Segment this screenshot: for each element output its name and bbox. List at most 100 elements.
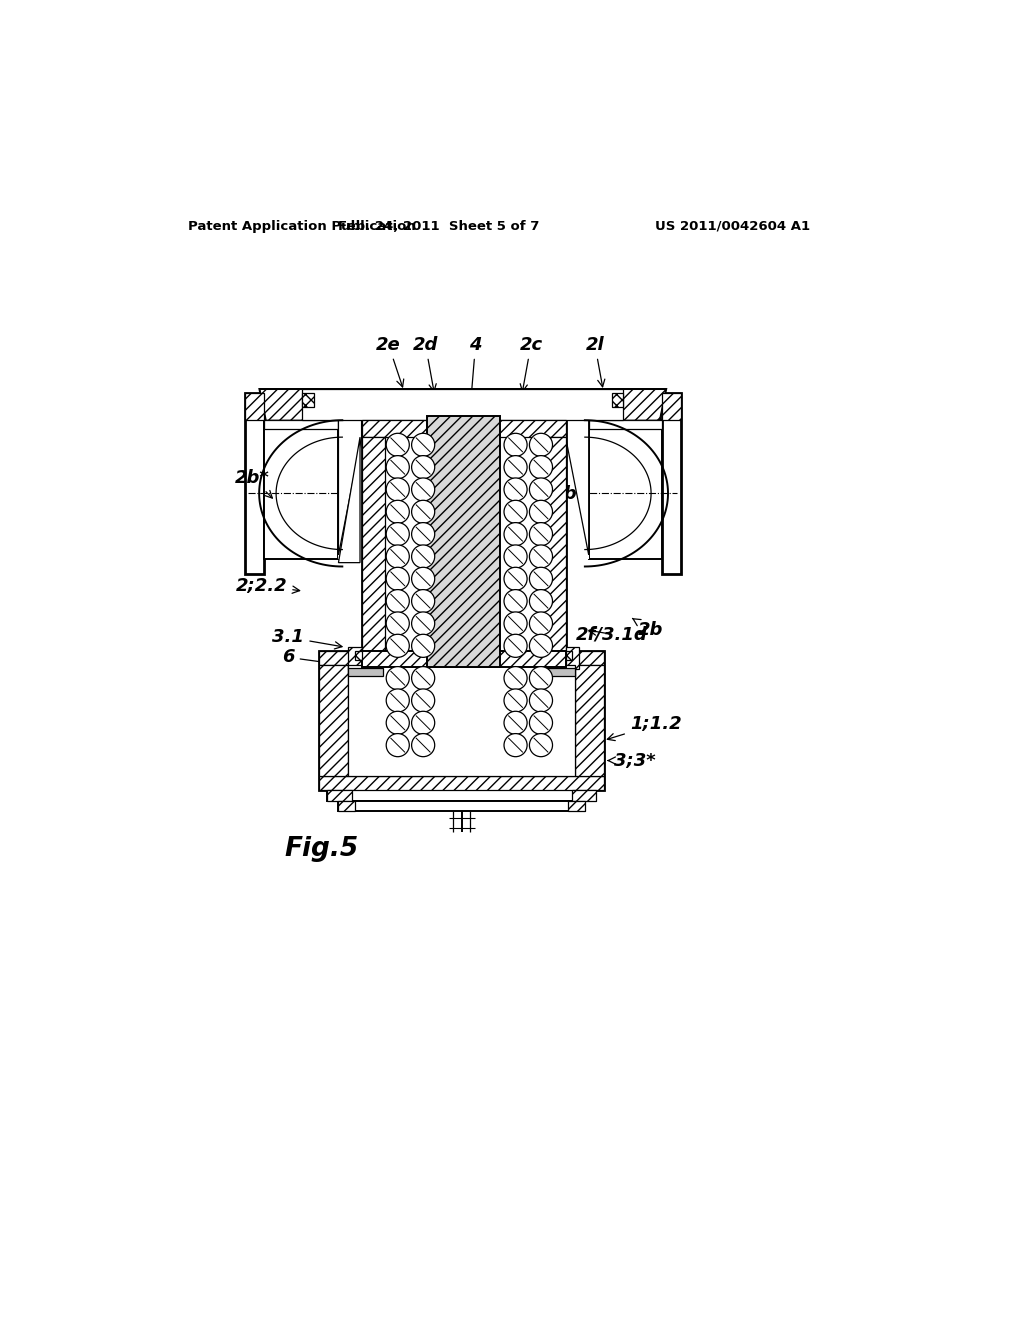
Bar: [339, 429, 589, 558]
Circle shape: [386, 523, 410, 545]
Bar: [574, 665, 604, 776]
Circle shape: [529, 689, 553, 711]
Circle shape: [529, 500, 553, 524]
Bar: [571, 789, 596, 801]
Text: 2e: 2e: [376, 335, 403, 387]
Text: 3.1: 3.1: [272, 628, 342, 649]
Polygon shape: [589, 420, 662, 558]
Circle shape: [529, 568, 553, 590]
Bar: [361, 651, 565, 667]
Circle shape: [504, 500, 527, 524]
Circle shape: [412, 635, 435, 657]
Circle shape: [504, 523, 527, 545]
Bar: [427, 416, 500, 667]
Polygon shape: [264, 420, 339, 429]
Bar: [611, 393, 624, 407]
Bar: [339, 801, 585, 810]
Circle shape: [504, 689, 527, 711]
Bar: [327, 789, 351, 801]
Circle shape: [529, 523, 553, 545]
Circle shape: [386, 612, 410, 635]
Bar: [361, 437, 385, 667]
Text: 2b: 2b: [633, 618, 663, 639]
Circle shape: [412, 500, 435, 524]
Polygon shape: [245, 393, 264, 420]
Circle shape: [529, 545, 553, 568]
Polygon shape: [608, 389, 666, 420]
Circle shape: [412, 545, 435, 568]
Circle shape: [386, 667, 410, 689]
Polygon shape: [260, 389, 317, 420]
Bar: [319, 665, 348, 776]
Circle shape: [504, 545, 527, 568]
Text: 4a/4b: 4a/4b: [520, 484, 577, 515]
Text: 2d: 2d: [413, 335, 438, 392]
Circle shape: [412, 734, 435, 756]
Text: 2b*: 2b*: [234, 469, 272, 498]
Circle shape: [504, 734, 527, 756]
Text: Fig.5: Fig.5: [285, 836, 358, 862]
Bar: [355, 651, 361, 660]
Bar: [361, 420, 565, 437]
Circle shape: [504, 478, 527, 502]
Circle shape: [412, 590, 435, 612]
Polygon shape: [589, 420, 662, 429]
Bar: [543, 437, 565, 667]
Circle shape: [412, 711, 435, 734]
Circle shape: [529, 635, 553, 657]
Circle shape: [529, 711, 553, 734]
Bar: [348, 665, 574, 776]
Circle shape: [529, 667, 553, 689]
Polygon shape: [565, 418, 589, 554]
Circle shape: [386, 689, 410, 711]
Circle shape: [386, 568, 410, 590]
Polygon shape: [662, 393, 681, 574]
Circle shape: [529, 433, 553, 457]
Text: 2l: 2l: [586, 335, 605, 387]
Bar: [339, 801, 355, 810]
Bar: [319, 776, 604, 789]
Bar: [327, 789, 596, 801]
Text: 1;1.2: 1;1.2: [607, 715, 682, 741]
Bar: [302, 393, 313, 407]
Circle shape: [412, 478, 435, 502]
Circle shape: [386, 478, 410, 502]
Circle shape: [504, 433, 527, 457]
Text: 6: 6: [283, 648, 341, 667]
Circle shape: [412, 689, 435, 711]
Bar: [302, 389, 624, 420]
Circle shape: [412, 433, 435, 457]
Bar: [348, 647, 361, 669]
Bar: [565, 647, 580, 669]
Circle shape: [386, 635, 410, 657]
Circle shape: [529, 478, 553, 502]
Text: 3;3*: 3;3*: [608, 751, 655, 770]
Circle shape: [504, 635, 527, 657]
Circle shape: [412, 612, 435, 635]
Text: Patent Application Publication: Patent Application Publication: [188, 219, 416, 232]
Circle shape: [386, 711, 410, 734]
Bar: [348, 668, 383, 676]
Circle shape: [386, 500, 410, 524]
Text: Feb. 24, 2011  Sheet 5 of 7: Feb. 24, 2011 Sheet 5 of 7: [338, 219, 540, 232]
Circle shape: [529, 612, 553, 635]
Bar: [361, 420, 565, 667]
Bar: [541, 668, 574, 676]
Circle shape: [412, 455, 435, 479]
Bar: [319, 651, 604, 789]
Polygon shape: [260, 389, 666, 420]
Circle shape: [386, 590, 410, 612]
Circle shape: [386, 545, 410, 568]
Circle shape: [386, 433, 410, 457]
Circle shape: [529, 455, 553, 479]
Polygon shape: [245, 393, 264, 574]
Text: 2c: 2c: [519, 335, 543, 392]
Text: 4g: 4g: [378, 496, 403, 524]
Text: 2f/3.1d: 2f/3.1d: [575, 626, 648, 643]
Polygon shape: [662, 393, 681, 420]
Circle shape: [412, 568, 435, 590]
Circle shape: [412, 667, 435, 689]
Text: 2;2.2: 2;2.2: [236, 577, 300, 595]
Circle shape: [529, 590, 553, 612]
Polygon shape: [339, 418, 361, 554]
